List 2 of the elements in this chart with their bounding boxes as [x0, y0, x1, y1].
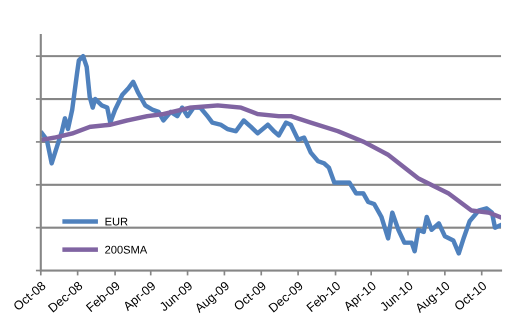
legend-label: 200SMA [105, 246, 148, 254]
legend-label: EUR [106, 218, 128, 226]
